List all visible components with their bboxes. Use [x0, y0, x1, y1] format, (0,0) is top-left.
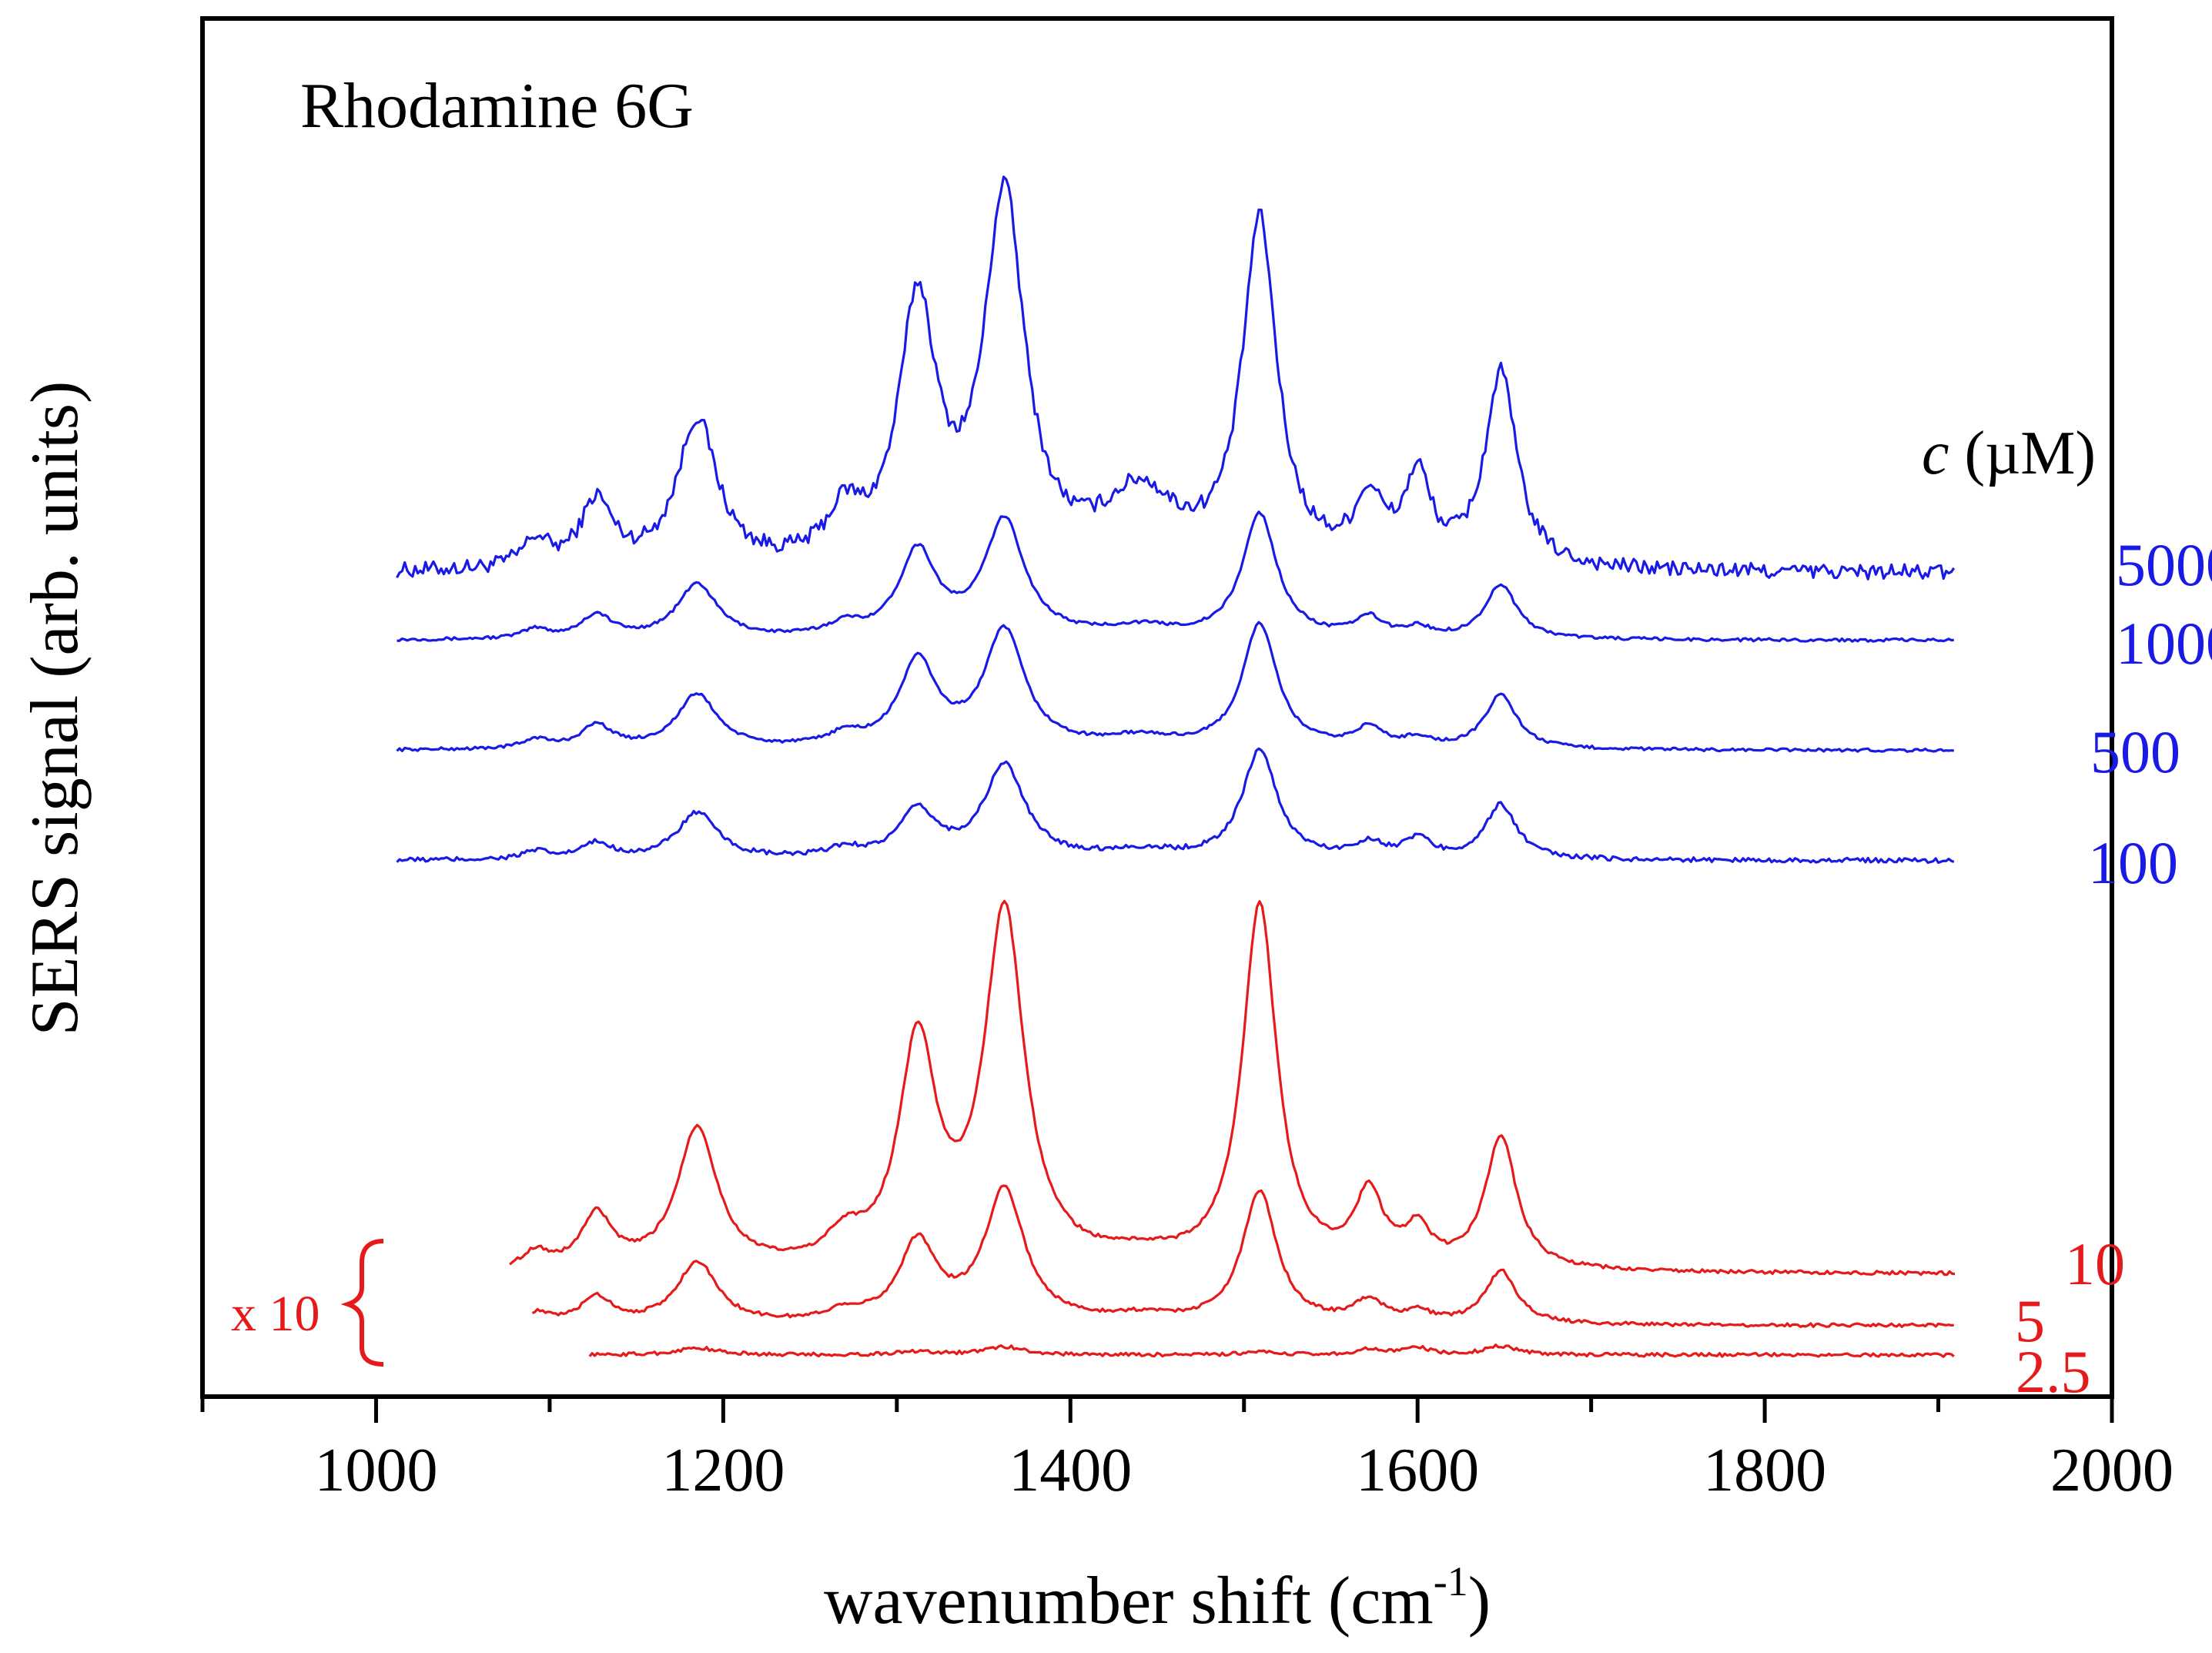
series-label-500: 500 — [2090, 718, 2180, 785]
plot-frame — [200, 16, 2114, 1399]
series-layer — [396, 176, 1956, 1358]
x-tick-label-1600: 1600 — [1356, 1437, 1479, 1504]
x-tick-label-1200: 1200 — [661, 1437, 785, 1504]
series-line-500 — [396, 621, 1954, 753]
label-layer: 5000 1000 500 100 10 52.5 — [2015, 531, 2212, 1405]
legend-title: c (µM) — [1922, 420, 2096, 487]
x-tick-label-2000: 2000 — [2050, 1437, 2174, 1504]
series-label-100: 100 — [2088, 829, 2178, 896]
y-axis-label: SERS signal (arb. units) — [18, 381, 92, 1036]
series-label-10: 10 — [2065, 1230, 2125, 1297]
multiplier-brace — [340, 1239, 384, 1367]
x-axis-label-superscript: -1 — [1434, 1558, 1468, 1604]
x-tick-label-1400: 1400 — [1009, 1437, 1132, 1504]
series-line-1000 — [397, 510, 1954, 643]
series-line-5000 — [396, 176, 1956, 581]
legend-title-variable: c — [1922, 420, 1949, 487]
x-axis-label-close: ) — [1468, 1564, 1491, 1638]
x-tick-label-1000: 1000 — [314, 1437, 437, 1504]
series-line-2-5 — [588, 1343, 1955, 1358]
series-line-5 — [531, 1184, 1954, 1329]
legend-title-unit: (µM) — [1949, 420, 2096, 487]
series-line-100 — [396, 747, 1955, 865]
chart-title: Rhodamine 6G — [300, 70, 694, 142]
series-label-5: 5 — [2015, 1287, 2045, 1354]
tick-layer: 1000 1200 1400 1600 1800 2000 — [200, 1397, 2174, 1504]
series-label-2-5: 2.5 — [2016, 1338, 2091, 1405]
x-axis-label: wavenumber shift (cm-1) — [824, 1558, 1491, 1638]
x-tick-label-1800: 1800 — [1703, 1437, 1826, 1504]
x-axis-label-text: wavenumber shift (cm — [824, 1564, 1434, 1638]
series-label-1000: 1000 — [2116, 610, 2212, 677]
series-label-5000: 5000 — [2116, 531, 2212, 598]
multiplier-label: x 10 — [231, 1286, 320, 1342]
series-line-10 — [509, 899, 1955, 1277]
